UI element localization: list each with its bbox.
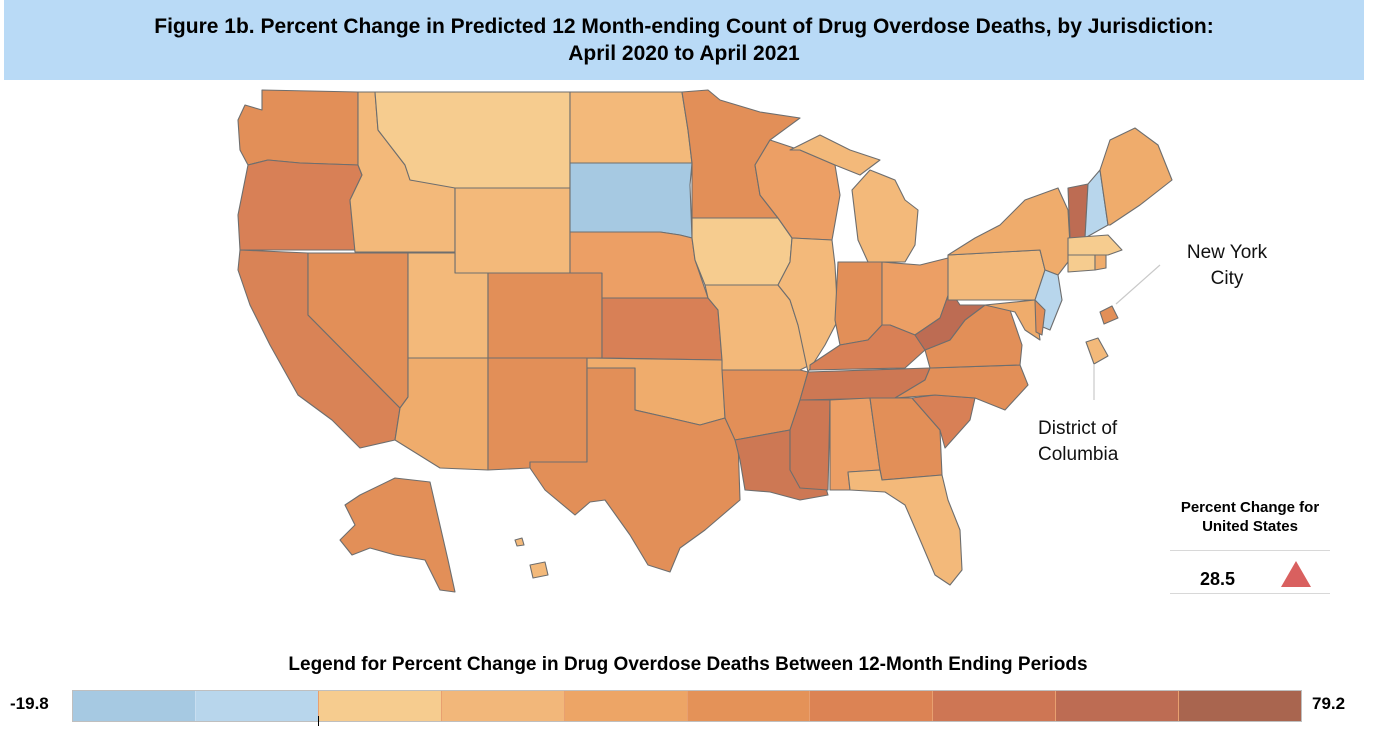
inset-NYC[interactable] bbox=[1099, 305, 1119, 325]
figure-title-line-1: Figure 1b. Percent Change in Predicted 1… bbox=[154, 15, 1214, 38]
legend-swatch-6 bbox=[686, 691, 810, 721]
state-AK[interactable] bbox=[339, 477, 456, 593]
legend-swatch-7 bbox=[809, 691, 933, 721]
legend-color-scale bbox=[72, 690, 1302, 722]
nyc-label-line-2: City bbox=[1210, 268, 1244, 289]
state-MI[interactable] bbox=[851, 169, 919, 263]
state-OR[interactable] bbox=[237, 159, 363, 251]
us-percent-change-value: 28.5 bbox=[1200, 568, 1236, 589]
state-IA[interactable] bbox=[691, 217, 793, 286]
state-WI[interactable] bbox=[754, 139, 841, 241]
us-summary-bottom-rule bbox=[1170, 593, 1330, 594]
state-ND[interactable] bbox=[569, 91, 693, 164]
state-KY[interactable] bbox=[809, 324, 926, 371]
state-MS[interactable] bbox=[789, 399, 831, 491]
state-TX[interactable] bbox=[529, 367, 741, 573]
legend-swatch-8 bbox=[932, 691, 1056, 721]
us-choropleth-map bbox=[237, 89, 1173, 593]
dc-label-line-1: District of bbox=[1038, 418, 1118, 439]
state-MD[interactable] bbox=[984, 299, 1041, 341]
state-AZ[interactable] bbox=[394, 357, 489, 471]
nyc-callout-line bbox=[1115, 264, 1161, 305]
state-CO[interactable] bbox=[487, 272, 603, 359]
state-WA[interactable] bbox=[237, 89, 359, 166]
us-summary-panel: Percent Change for United States 28.5 bbox=[1170, 498, 1330, 594]
state-RI[interactable] bbox=[1094, 254, 1107, 271]
nyc-callout-label: New York City bbox=[1172, 240, 1282, 292]
dc-callout-label: District of Columbia bbox=[1038, 416, 1148, 468]
state-SD[interactable] bbox=[569, 162, 693, 239]
legend-swatch-10 bbox=[1178, 691, 1302, 721]
legend-swatch-9 bbox=[1055, 691, 1179, 721]
state-HI-2[interactable] bbox=[514, 537, 525, 547]
legend-swatch-1 bbox=[73, 691, 195, 721]
us-summary-title-line-2: United States bbox=[1202, 518, 1298, 535]
legend-zero-tick bbox=[318, 716, 319, 726]
us-summary-row: 28.5 bbox=[1170, 551, 1330, 593]
state-MI-UP[interactable] bbox=[789, 134, 881, 176]
state-HI[interactable] bbox=[529, 561, 549, 579]
state-MA[interactable] bbox=[1067, 234, 1123, 256]
us-summary-title-line-1: Percent Change for bbox=[1180, 499, 1320, 516]
legend-swatch-5 bbox=[563, 691, 687, 721]
state-DE[interactable] bbox=[1034, 299, 1046, 336]
legend-title: Legend for Percent Change in Drug Overdo… bbox=[288, 654, 1088, 675]
legend-min-value: -19.8 bbox=[10, 694, 49, 713]
state-NE[interactable] bbox=[569, 231, 709, 299]
state-ME[interactable] bbox=[1099, 127, 1173, 226]
state-NM[interactable] bbox=[487, 357, 588, 471]
up-triangle-icon bbox=[1281, 561, 1312, 587]
state-PA[interactable] bbox=[947, 249, 1046, 301]
legend-max-value: 79.2 bbox=[1312, 694, 1346, 713]
dc-label-line-2: Columbia bbox=[1038, 444, 1119, 465]
state-CT[interactable] bbox=[1067, 254, 1096, 273]
figure-title-line-2: April 2020 to April 2021 bbox=[568, 42, 800, 65]
nyc-label-line-1: New York bbox=[1186, 242, 1268, 263]
state-WY[interactable] bbox=[454, 187, 571, 274]
title-banner: Figure 1b. Percent Change in Predicted 1… bbox=[4, 0, 1364, 80]
legend-swatch-3 bbox=[317, 691, 441, 721]
us-summary-top-rule bbox=[1170, 550, 1330, 551]
legend-swatch-4 bbox=[440, 691, 564, 721]
legend-swatch-2 bbox=[194, 691, 318, 721]
state-FL[interactable] bbox=[847, 469, 963, 586]
inset-DC[interactable] bbox=[1085, 337, 1109, 365]
state-KS[interactable] bbox=[601, 297, 723, 361]
state-NY[interactable] bbox=[947, 187, 1071, 276]
